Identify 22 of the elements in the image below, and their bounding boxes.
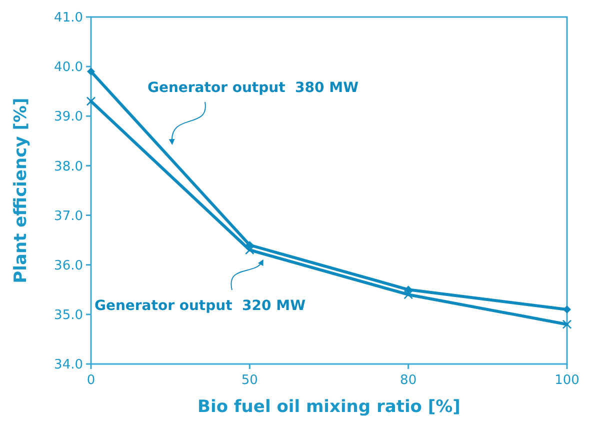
series-label: Generator output 380 MW xyxy=(147,80,359,96)
y-tick-label: 40.0 xyxy=(54,60,83,76)
point xyxy=(87,68,95,76)
y-tick-label: 37.0 xyxy=(54,208,83,224)
point xyxy=(404,286,412,294)
point xyxy=(563,305,571,314)
y-tick-label: 39.0 xyxy=(54,110,83,125)
y-axis-title: Plant efficiency [%] xyxy=(11,98,31,284)
y-tick-label: 41.0 xyxy=(54,10,83,26)
x-tick-label: 80 xyxy=(400,373,417,388)
x-tick-label: 100 xyxy=(554,373,580,388)
y-tick-label: 36.0 xyxy=(54,258,83,274)
x-axis-title: Bio fuel oil mixing ratio [%] xyxy=(198,397,460,417)
y-tick-label: 35.0 xyxy=(54,308,83,323)
point xyxy=(86,96,96,106)
x-tick-label: 50 xyxy=(241,373,258,388)
y-tick-label: 34.0 xyxy=(54,358,83,373)
x-tick-label: 0 xyxy=(86,373,96,388)
point xyxy=(562,320,572,329)
point xyxy=(404,290,413,300)
legend-label: Generator output 320 MW xyxy=(94,298,306,314)
y-tick-label: 38.0 xyxy=(54,159,83,174)
